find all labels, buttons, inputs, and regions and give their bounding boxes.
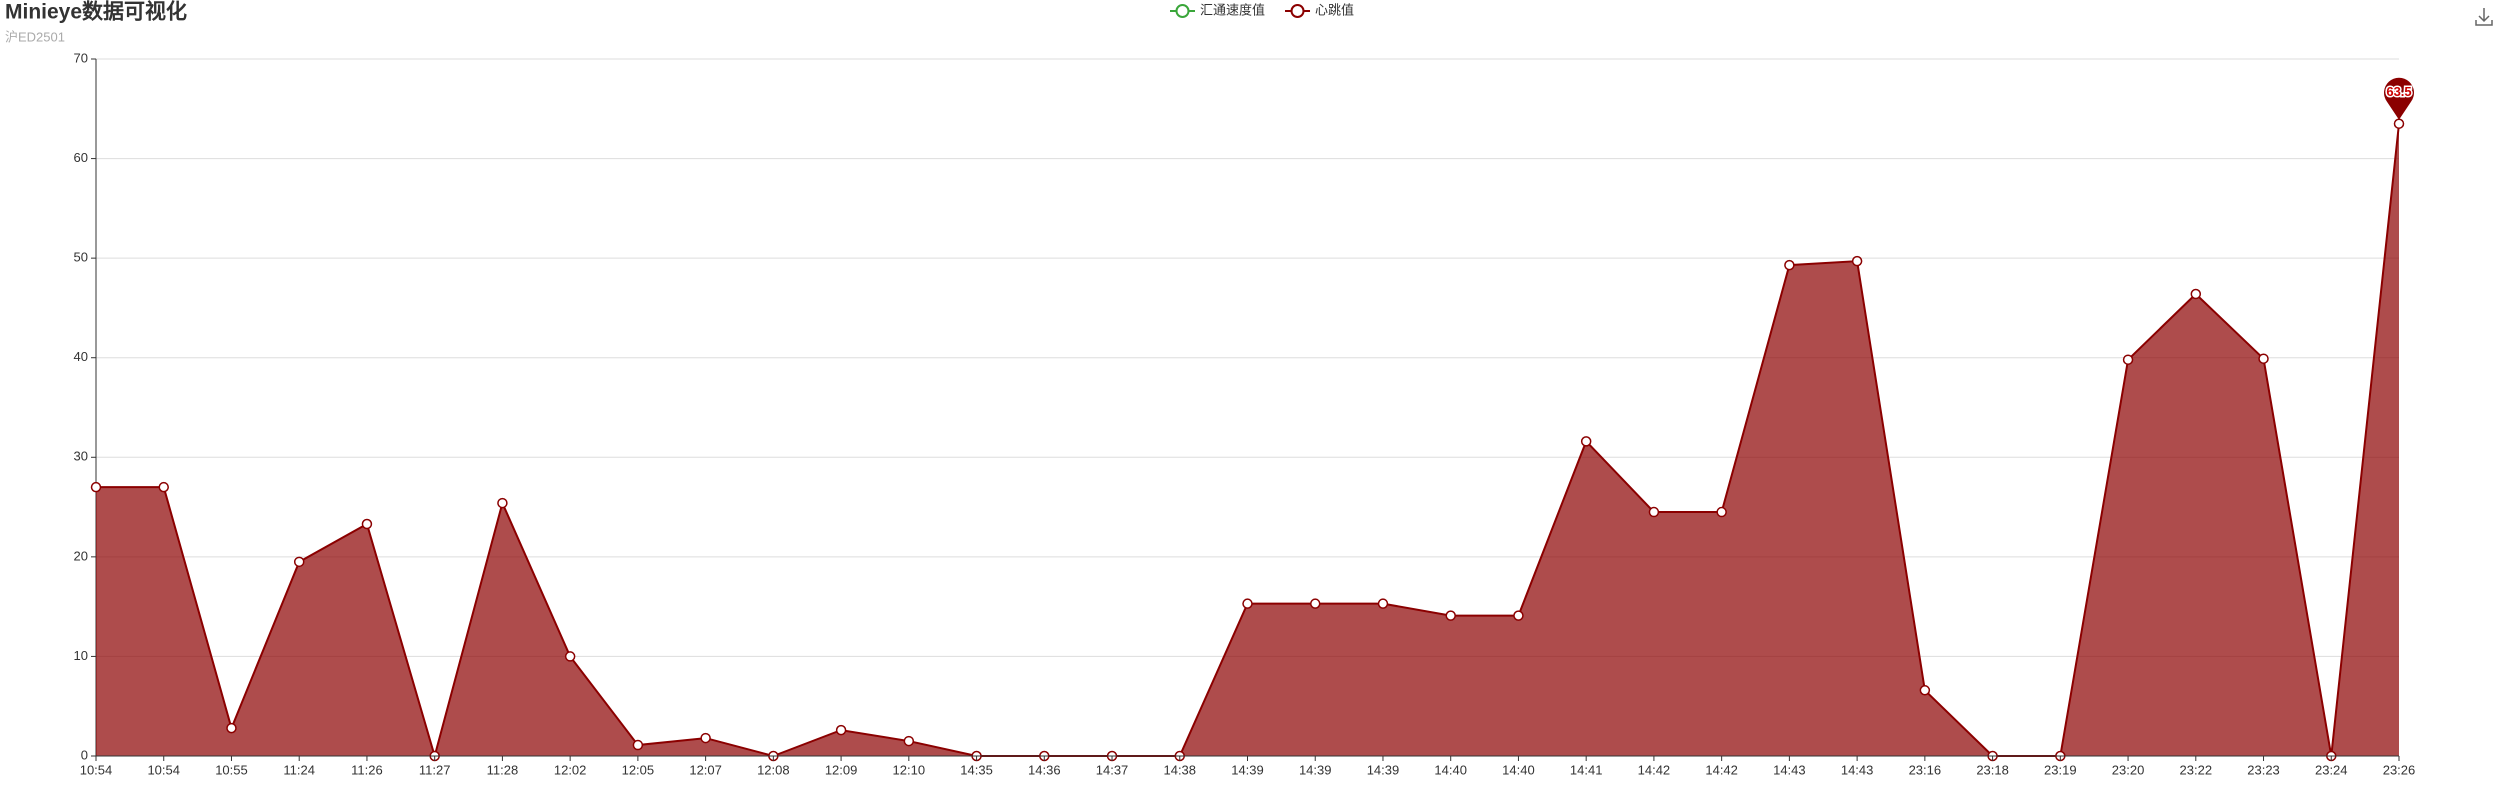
- x-tick-label: 12:10: [893, 762, 926, 777]
- area: [96, 123, 2399, 756]
- x-tick-label: 14:36: [1028, 762, 1061, 777]
- x-tick-label: 14:38: [1163, 762, 1196, 777]
- download-icon[interactable]: [2475, 8, 2493, 26]
- x-tick-label: 11:26: [351, 762, 383, 777]
- chart-title: Minieye数据可视化: [5, 0, 187, 24]
- mark-point-pin: [2384, 77, 2415, 120]
- point: [361, 518, 373, 530]
- x-tick-label: 11:27: [419, 762, 451, 777]
- x-tick-label: 23:16: [1909, 762, 1942, 777]
- legend-swatch-dot: [1290, 4, 1305, 18]
- x-tick-label: 10:54: [80, 762, 113, 777]
- x-tick-label: 14:39: [1367, 762, 1400, 777]
- point: [2393, 118, 2405, 129]
- x-tick-label: 10:54: [147, 762, 180, 777]
- y-tick-label: 70: [74, 50, 88, 65]
- x-tick-label: 23:23: [2247, 762, 2280, 777]
- legend-label: 心跳值: [1315, 2, 1354, 17]
- x-tick-label: 12:05: [622, 762, 655, 777]
- download-glyph[interactable]: [2475, 8, 2493, 26]
- point: [1648, 506, 1660, 518]
- y-tick-label: 60: [74, 150, 88, 165]
- x-tick-label: 11:24: [283, 762, 315, 777]
- point: [700, 732, 711, 744]
- point: [1851, 255, 1863, 267]
- x-tick-label: 23:22: [2180, 762, 2213, 777]
- legend-swatch-dot: [1175, 4, 1190, 18]
- x-tick-label: 12:08: [757, 762, 790, 777]
- point: [1919, 685, 1931, 696]
- x-tick-label: 23:20: [2112, 762, 2145, 777]
- y-tick-label: 30: [74, 449, 88, 464]
- x-tick-label: 12:07: [689, 762, 722, 777]
- y-tick-label: 10: [74, 648, 88, 663]
- x-tick-label: 23:26: [2383, 762, 2416, 777]
- x-tick-label: 10:55: [215, 762, 248, 777]
- y-tick-label: 50: [74, 250, 88, 265]
- x-tick-label: 12:02: [554, 762, 587, 777]
- point: [497, 497, 508, 509]
- point: [90, 481, 102, 493]
- point: [2122, 354, 2134, 365]
- x-tick-label: 14:42: [1638, 762, 1671, 777]
- y-tick-label: 0: [81, 747, 88, 762]
- x-tick-label: 14:43: [1841, 762, 1874, 777]
- point: [564, 651, 576, 662]
- x-tick-label: 14:39: [1231, 762, 1264, 777]
- x-tick-label: 14:40: [1502, 762, 1535, 777]
- x-tick-label: 12:09: [825, 762, 858, 777]
- mark-point-label: 63.5: [2386, 84, 2411, 99]
- x-tick-label: 14:40: [1434, 762, 1467, 777]
- x-tick-label: 23:24: [2315, 762, 2348, 777]
- x-tick-label: 14:39: [1299, 762, 1332, 777]
- x-tick-label: 14:41: [1570, 762, 1603, 777]
- point: [1580, 436, 1592, 447]
- x-tick-label: 23:18: [1976, 762, 2009, 777]
- x-tick-label: 23:19: [2044, 762, 2077, 777]
- x-tick-label: 14:35: [960, 762, 993, 777]
- point: [903, 735, 915, 747]
- point: [2190, 288, 2202, 300]
- point: [226, 722, 237, 734]
- point: [1309, 598, 1321, 609]
- point: [835, 724, 847, 736]
- x-tick-label: 14:43: [1773, 762, 1806, 777]
- y-tick-label: 40: [74, 349, 88, 364]
- point: [1242, 598, 1253, 609]
- point: [632, 739, 644, 751]
- point: [1513, 610, 1524, 621]
- point: [158, 481, 169, 493]
- chart-subtitle: 沪ED2501: [5, 29, 65, 44]
- x-tick-label: 11:28: [487, 762, 519, 777]
- point: [1784, 259, 1795, 271]
- x-tick-label: 14:37: [1096, 762, 1129, 777]
- x-tick-label: 14:42: [1705, 762, 1738, 777]
- point: [1716, 506, 1727, 518]
- point: [1445, 610, 1456, 621]
- point: [1377, 598, 1389, 609]
- legend-label: 汇通速度值: [1200, 2, 1265, 17]
- y-tick-label: 20: [74, 548, 88, 563]
- point: [293, 556, 305, 568]
- point: [2258, 353, 2269, 364]
